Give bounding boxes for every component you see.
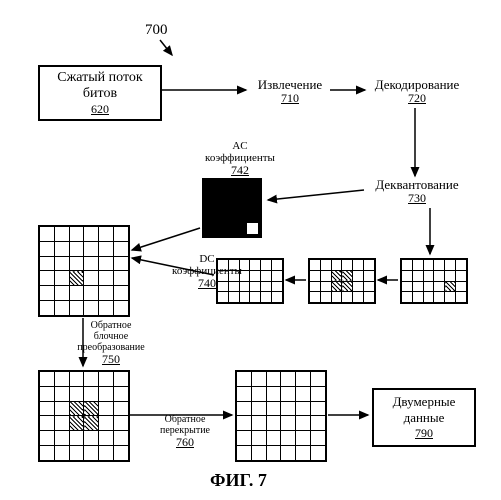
ac-ref: 742 xyxy=(190,164,290,177)
grid-small-2 xyxy=(308,258,376,304)
dequant-ref: 730 xyxy=(362,192,472,205)
invoverlap-ref: 760 xyxy=(140,436,230,449)
figure-caption: ФИГ. 7 xyxy=(210,470,267,491)
extract-title: Извлечение xyxy=(245,78,335,92)
dequant-title: Деквантование xyxy=(362,178,472,192)
grid-small-1 xyxy=(400,258,468,304)
output-l1: Двумерные xyxy=(393,394,456,410)
grid-big-1 xyxy=(38,225,130,317)
node-extract: Извлечение 710 xyxy=(245,78,335,105)
grid-big-2 xyxy=(38,370,130,462)
node-invblock: Обратное блочное преобразование 750 xyxy=(56,320,166,366)
ac-block xyxy=(202,178,262,238)
extract-ref: 710 xyxy=(245,92,335,105)
node-bitstream: Сжатый поток битов 620 xyxy=(38,65,162,121)
ac-line1: AC xyxy=(190,140,290,152)
node-ac-label: AC коэффициенты 742 xyxy=(190,140,290,177)
decode-ref: 720 xyxy=(362,92,472,105)
node-decode: Декодирование 720 xyxy=(362,78,472,105)
grid-small-3 xyxy=(216,258,284,304)
invoverlap-l1: Обратное xyxy=(140,414,230,425)
invblock-l1: Обратное xyxy=(56,320,166,331)
figure-number: 700 xyxy=(145,22,168,39)
grid-big-3 xyxy=(235,370,327,462)
decode-title: Декодирование xyxy=(362,78,472,92)
bitstream-line1: Сжатый поток xyxy=(57,70,142,86)
invblock-l2: блочное xyxy=(56,331,166,342)
node-dequant: Деквантование 730 xyxy=(362,178,472,205)
bitstream-line2: битов xyxy=(83,86,117,102)
node-output: Двумерные данные 790 xyxy=(372,388,476,447)
output-l2: данные xyxy=(404,410,445,426)
output-ref: 790 xyxy=(415,426,433,441)
bitstream-ref: 620 xyxy=(91,102,109,117)
invblock-ref: 750 xyxy=(56,353,166,366)
node-invoverlap: Обратное перекрытие 760 xyxy=(140,414,230,449)
